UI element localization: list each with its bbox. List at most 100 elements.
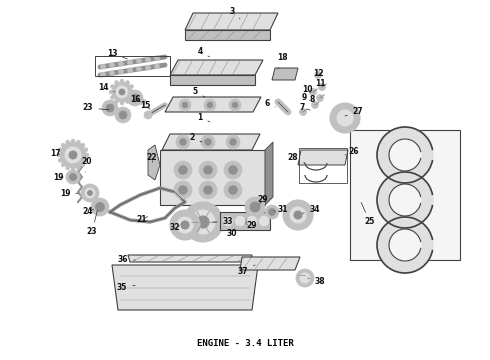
Circle shape <box>207 102 213 108</box>
Text: 6: 6 <box>265 99 275 108</box>
Text: 37: 37 <box>238 265 255 276</box>
Text: 22: 22 <box>147 153 157 162</box>
Circle shape <box>389 139 421 171</box>
Circle shape <box>125 81 129 85</box>
Circle shape <box>245 197 265 217</box>
Circle shape <box>250 202 260 212</box>
Text: 20: 20 <box>82 158 92 172</box>
Circle shape <box>65 147 81 163</box>
Circle shape <box>174 181 192 199</box>
Bar <box>299 148 347 183</box>
Circle shape <box>84 148 88 152</box>
Text: 29: 29 <box>247 220 257 230</box>
Circle shape <box>120 79 124 83</box>
Text: 18: 18 <box>277 54 287 69</box>
Circle shape <box>131 94 139 102</box>
Circle shape <box>119 61 123 66</box>
Text: 14: 14 <box>98 84 115 93</box>
Circle shape <box>242 216 254 228</box>
Text: 3: 3 <box>229 6 240 19</box>
Circle shape <box>109 63 115 68</box>
Text: 36: 36 <box>118 256 135 265</box>
Circle shape <box>283 200 313 230</box>
Circle shape <box>84 158 88 162</box>
Circle shape <box>300 273 310 283</box>
Circle shape <box>310 89 317 95</box>
Circle shape <box>109 71 115 76</box>
Circle shape <box>137 67 142 72</box>
Bar <box>95 56 170 76</box>
Bar <box>350 130 460 260</box>
Bar <box>220 212 270 230</box>
Circle shape <box>66 140 70 144</box>
Circle shape <box>58 148 62 152</box>
Circle shape <box>127 90 143 106</box>
Circle shape <box>127 60 132 65</box>
Text: 30: 30 <box>227 229 237 238</box>
Polygon shape <box>148 145 160 180</box>
Circle shape <box>116 86 128 98</box>
Circle shape <box>140 99 146 105</box>
Text: 2: 2 <box>189 134 202 143</box>
Circle shape <box>232 102 238 108</box>
Circle shape <box>66 166 70 170</box>
Text: 17: 17 <box>49 148 60 158</box>
Circle shape <box>81 163 85 167</box>
Circle shape <box>88 190 93 195</box>
Circle shape <box>170 210 200 240</box>
Polygon shape <box>112 265 258 310</box>
Text: 15: 15 <box>140 100 150 109</box>
Circle shape <box>296 202 300 206</box>
Text: 8: 8 <box>309 95 315 104</box>
Polygon shape <box>162 134 260 150</box>
Text: 5: 5 <box>193 87 205 97</box>
Circle shape <box>330 103 360 133</box>
Circle shape <box>178 166 188 175</box>
Circle shape <box>137 58 142 63</box>
Text: 1: 1 <box>197 112 210 122</box>
Circle shape <box>127 68 132 73</box>
Circle shape <box>120 101 124 105</box>
Text: 23: 23 <box>87 211 98 237</box>
Circle shape <box>199 181 217 199</box>
Circle shape <box>269 208 275 216</box>
Circle shape <box>106 104 114 112</box>
Polygon shape <box>170 60 263 75</box>
Circle shape <box>81 143 85 147</box>
Text: ENGINE - 3.4 LITER: ENGINE - 3.4 LITER <box>196 339 294 348</box>
Text: 33: 33 <box>213 217 233 226</box>
Polygon shape <box>240 257 300 270</box>
Circle shape <box>177 217 193 233</box>
Circle shape <box>296 224 300 228</box>
Circle shape <box>115 99 119 104</box>
Text: 34: 34 <box>303 206 320 215</box>
Circle shape <box>129 85 134 89</box>
Polygon shape <box>272 68 298 80</box>
Polygon shape <box>165 97 261 112</box>
Circle shape <box>131 90 135 94</box>
Circle shape <box>224 161 242 179</box>
Circle shape <box>228 166 238 175</box>
Circle shape <box>201 135 215 149</box>
Circle shape <box>66 170 80 184</box>
Circle shape <box>178 185 188 194</box>
Circle shape <box>96 202 104 211</box>
Text: 35: 35 <box>117 283 135 292</box>
Text: 12: 12 <box>313 68 323 77</box>
Circle shape <box>204 99 216 111</box>
Circle shape <box>100 64 105 69</box>
Text: 31: 31 <box>274 204 288 213</box>
Circle shape <box>110 95 115 99</box>
Circle shape <box>307 213 311 217</box>
Circle shape <box>318 84 325 90</box>
Circle shape <box>288 205 292 209</box>
Circle shape <box>315 72 321 78</box>
Circle shape <box>228 185 238 194</box>
Circle shape <box>229 139 237 145</box>
Text: 11: 11 <box>315 80 325 89</box>
Circle shape <box>76 166 80 170</box>
Circle shape <box>71 139 75 143</box>
Circle shape <box>182 102 188 108</box>
Text: 21: 21 <box>137 216 147 225</box>
Circle shape <box>285 213 289 217</box>
